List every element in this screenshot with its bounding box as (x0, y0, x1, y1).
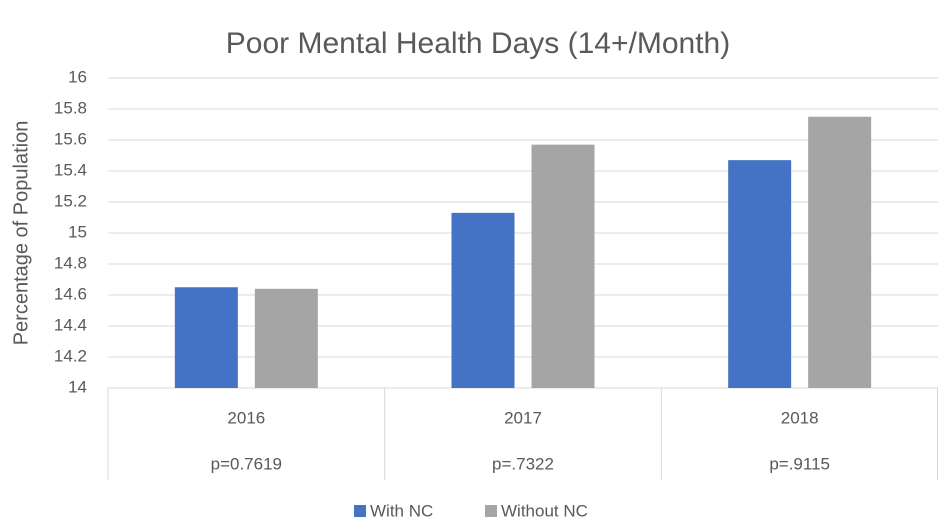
y-tick-label: 14.6 (54, 284, 87, 303)
legend-label: Without NC (501, 501, 588, 520)
bar (174, 287, 238, 388)
y-tick-label: 15.4 (54, 160, 87, 179)
legend-swatch (485, 505, 497, 517)
x-tick-label: 2016 (227, 408, 265, 427)
x-sub-label: p=0.7619 (211, 454, 282, 473)
y-tick-label: 14.8 (54, 253, 87, 272)
legend-swatch (354, 505, 366, 517)
y-tick-label: 14 (68, 377, 87, 396)
chart-title: Poor Mental Health Days (14+/Month) (226, 27, 730, 60)
x-sub-label: p=.9115 (769, 454, 830, 473)
bar (254, 288, 318, 388)
y-tick-label: 15 (68, 222, 87, 241)
y-tick-label: 15.6 (54, 129, 87, 148)
y-tick-label: 14.4 (54, 315, 87, 334)
y-tick-label: 14.2 (54, 346, 87, 365)
y-tick-label: 15.2 (54, 191, 87, 210)
legend-label: With NC (370, 501, 433, 520)
bar (451, 212, 515, 388)
x-tick-label: 2017 (504, 408, 542, 427)
bar (728, 160, 792, 388)
bar (531, 144, 595, 388)
y-tick-label: 16 (68, 67, 87, 86)
y-tick-label: 15.8 (54, 98, 87, 117)
y-axis-label: Percentage of Population (10, 121, 32, 346)
x-sub-label: p=.7322 (492, 454, 554, 473)
bar (808, 116, 872, 388)
x-tick-label: 2018 (781, 408, 819, 427)
